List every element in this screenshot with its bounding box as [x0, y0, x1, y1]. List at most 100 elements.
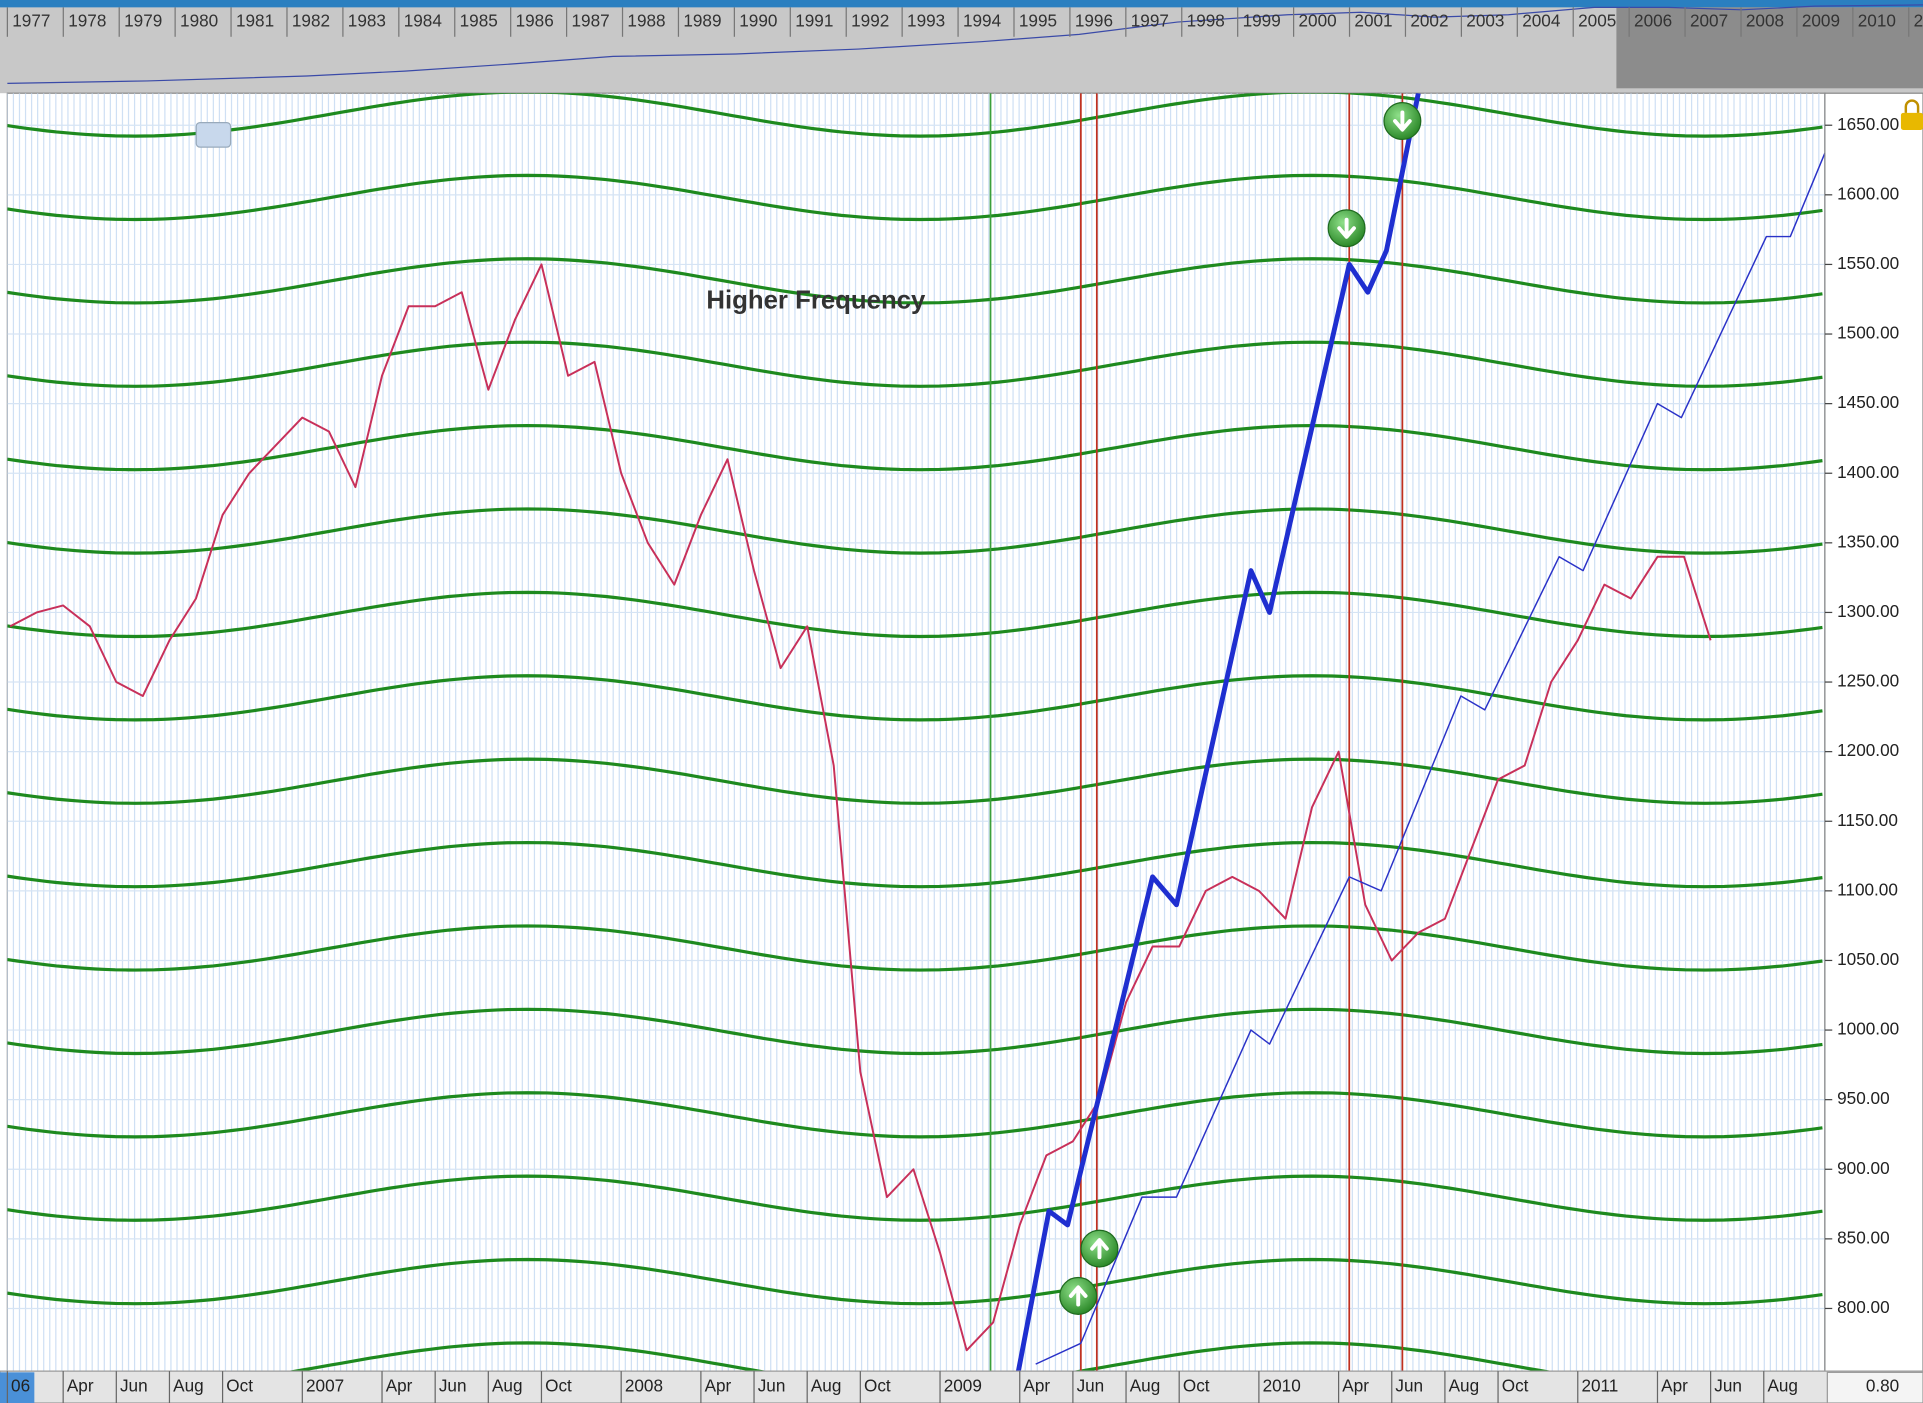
x-tick-label: Aug — [1449, 1376, 1480, 1396]
navigator-year: 1979 — [124, 11, 162, 31]
y-tick-label: 1550.00 — [1837, 253, 1899, 273]
series-line — [9, 263, 1712, 1352]
lock-body — [1900, 112, 1923, 130]
x-tick-label: 2010 — [1263, 1376, 1301, 1396]
cycle-line — [7, 507, 1823, 555]
x-tick-label: Apr — [1661, 1376, 1688, 1396]
y-tick-label: 1200.00 — [1837, 740, 1899, 760]
navigator-year: 1996 — [1075, 11, 1113, 31]
y-tick-label: 1450.00 — [1837, 392, 1899, 412]
navigator-year: 1993 — [907, 11, 945, 31]
x-tick-label: Jun — [1077, 1376, 1105, 1396]
cycle-line — [7, 1174, 1823, 1222]
x-tick-label: 2009 — [944, 1376, 982, 1396]
x-tick-label: Apr — [1342, 1376, 1369, 1396]
x-tick-label: Oct — [226, 1376, 253, 1396]
navigator-year: 2010 — [1858, 11, 1896, 31]
cycle-line — [7, 757, 1823, 805]
signal-up — [1080, 1229, 1119, 1268]
navigator-year: 1995 — [1019, 11, 1057, 31]
y-tick-label: 1250.00 — [1837, 671, 1899, 691]
y-tick-label: 1650.00 — [1837, 114, 1899, 134]
cycle-lines — [7, 93, 1823, 1372]
navigator-top-bar — [0, 0, 1923, 8]
annotation: Higher Frequency — [706, 286, 926, 314]
cycle-line — [7, 1257, 1823, 1306]
navigator-bg — [0, 0, 1923, 94]
lock-shackle — [1904, 99, 1920, 113]
navigator-year: 1985 — [460, 11, 498, 31]
y-tick-label: 1350.00 — [1837, 531, 1899, 551]
navigator-year: 1981 — [236, 11, 274, 31]
x-tick-label: 2007 — [306, 1376, 344, 1396]
navigator-year: 1990 — [739, 11, 777, 31]
cycle-line — [286, 1341, 1554, 1372]
signal-arrow — [1068, 1285, 1088, 1307]
signal-down — [1327, 209, 1366, 248]
cycle-line — [7, 93, 1823, 138]
navigator-year: 2007 — [1690, 11, 1728, 31]
cycle-line — [7, 423, 1823, 472]
x-tick-label: Jun — [439, 1376, 467, 1396]
navigator-year: 1989 — [683, 11, 721, 31]
lock-icon[interactable] — [1900, 99, 1923, 130]
cycle-line — [7, 590, 1823, 639]
x-tick-label: 2011 — [1581, 1376, 1618, 1396]
cycle-line — [7, 257, 1823, 305]
signal-arrow — [1393, 110, 1412, 132]
navigator[interactable]: 1977 1978 1979 1980 1981 1982 1983 1984 1985 1986… — [0, 0, 1923, 94]
y-tick-label: 1300.00 — [1837, 601, 1899, 621]
y-tick-label: 1400.00 — [1837, 462, 1899, 482]
cycle-line — [7, 674, 1823, 722]
navigator-year: 1992 — [851, 11, 889, 31]
navigator-year: 20 — [1914, 11, 1923, 31]
navigator-year: 1998 — [1187, 11, 1225, 31]
navigator-year: 1991 — [795, 11, 833, 31]
signal-arrow — [1337, 217, 1356, 239]
cycle-line — [7, 924, 1823, 972]
navigator-window[interactable] — [1616, 7, 1923, 89]
cycle-line — [7, 1091, 1823, 1139]
series-line — [1015, 93, 1421, 1372]
y-axis — [1824, 92, 1923, 1372]
navigator-year: 1982 — [292, 11, 330, 31]
x-tick-label: Apr — [705, 1376, 732, 1396]
y-tick-label: 1500.00 — [1837, 323, 1899, 343]
marks — [9, 93, 1825, 1372]
x-tick-label: Aug — [492, 1376, 523, 1396]
x-tick-label: Apr — [386, 1376, 413, 1396]
x-tick-label: Apr — [67, 1376, 94, 1396]
tool-icon[interactable] — [195, 122, 232, 148]
navigator-year: 1988 — [627, 11, 665, 31]
navigator-year: 1984 — [404, 11, 443, 31]
x-tick-label: Oct — [864, 1376, 891, 1396]
signal-arrow — [1090, 1238, 1109, 1260]
navigator-year: 2009 — [1802, 11, 1840, 31]
x-tick-label: Apr — [1023, 1376, 1050, 1396]
signal-down — [1383, 102, 1422, 141]
x-tick-label: Aug — [1130, 1376, 1161, 1396]
x-tick-label: 2008 — [625, 1376, 663, 1396]
navigator-year: 1977 — [12, 11, 50, 31]
grid — [7, 93, 1825, 1372]
navigator-year: 1994 — [963, 11, 1002, 31]
y-tick-label: 1050.00 — [1837, 949, 1899, 969]
navigator-year: 1999 — [1243, 11, 1281, 31]
cycle-line — [7, 840, 1823, 889]
navigator-year: 1983 — [348, 11, 386, 31]
x-tick-label: Jun — [1395, 1376, 1423, 1396]
x-tick-label: Oct — [1183, 1376, 1210, 1396]
navigator-line — [7, 4, 1923, 85]
navigator-year: 1987 — [572, 11, 610, 31]
navigator-year: 1980 — [180, 11, 218, 31]
navigator-year: 2001 — [1354, 11, 1392, 31]
x-tick-label: Aug — [173, 1376, 204, 1396]
y-tick-label: 1100.00 — [1837, 879, 1898, 899]
navigator-year: 1978 — [68, 11, 106, 31]
navigator-year: 2000 — [1299, 11, 1337, 31]
navigator-year: 2006 — [1634, 11, 1672, 31]
navigator-year: 2002 — [1410, 11, 1448, 31]
y-tick-label: 1600.00 — [1837, 183, 1899, 203]
navigator-year: 2003 — [1466, 11, 1504, 31]
